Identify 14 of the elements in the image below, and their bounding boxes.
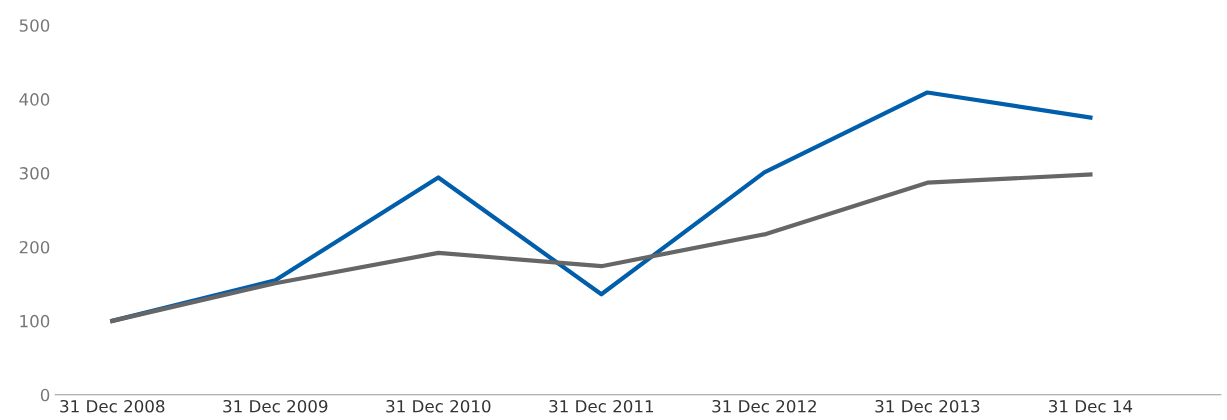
line-series	[110, 172, 1093, 323]
x-tick-label: 31 Dec 2010	[386, 399, 491, 413]
y-tick-label: 400	[19, 93, 50, 106]
x-tick-label: 31 Dec 2009	[223, 399, 328, 413]
x-tick-label: 31 Dec 2012	[712, 399, 816, 413]
x-tick-label: 31 Dec 2008	[60, 399, 165, 413]
y-tick-label: 500	[19, 19, 50, 32]
y-tick-label: 300	[19, 167, 50, 180]
y-tick-label: 200	[19, 240, 50, 254]
x-tick-label: 31 Dec 14	[1049, 399, 1133, 413]
x-tick-label: 31 Dec 2013	[875, 399, 980, 413]
y-tick-label: 0	[40, 388, 50, 402]
y-tick-label: 100	[20, 314, 50, 328]
x-tick-label: 31 Dec 2011	[549, 399, 654, 413]
